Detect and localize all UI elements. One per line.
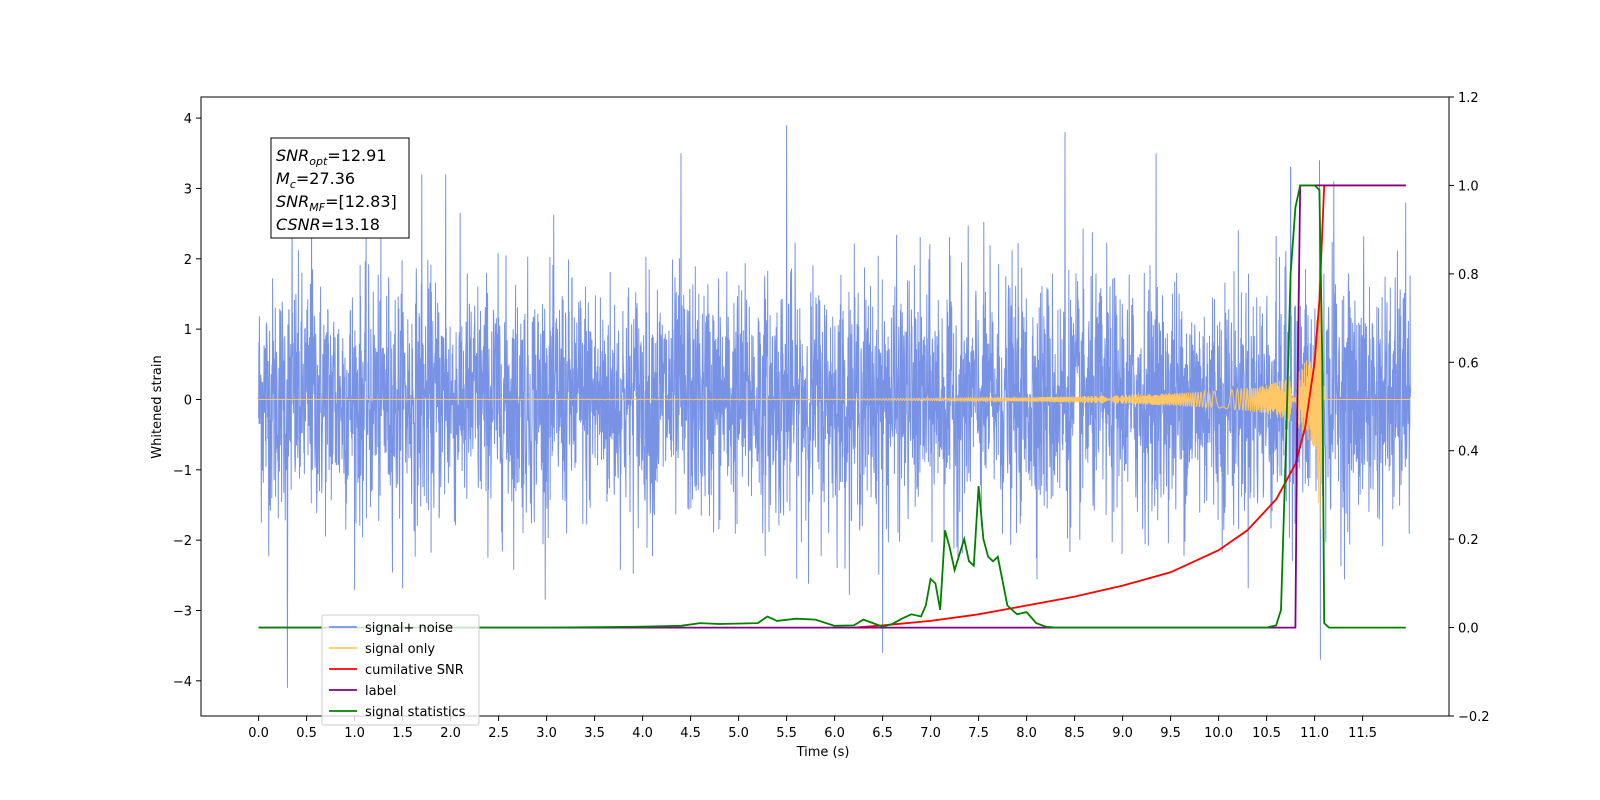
y-tick-label-right: 0.2 — [1458, 533, 1479, 548]
x-tick-label: 11.5 — [1348, 726, 1377, 741]
x-tick-label: 6.5 — [872, 726, 893, 741]
y-tick-label-left: −1 — [173, 464, 192, 479]
x-tick-label: 2.0 — [440, 726, 461, 741]
annotation-symbol: SNR — [276, 192, 309, 211]
x-tick-label: 1.0 — [344, 726, 365, 741]
annotation-symbol: M — [276, 169, 290, 188]
x-tick-label: 2.5 — [488, 726, 509, 741]
series-signal-only — [258, 277, 1411, 529]
y-tick-label-right: 1.0 — [1458, 179, 1479, 194]
y-tick-label-right: 0.6 — [1458, 356, 1479, 371]
annotation-value: =12.91 — [327, 146, 386, 165]
series-signal-noise — [258, 125, 1412, 688]
legend: signal+ noise signal only cumilative SNR la… — [321, 614, 480, 726]
y-tick-label-left: −2 — [173, 534, 192, 549]
y-axis-left: −4 −3 −2 −1 0 1 2 3 4 — [173, 112, 201, 690]
legend-label: signal+ noise — [365, 621, 453, 636]
x-tick-label: 9.0 — [1112, 726, 1133, 741]
x-tick-label: 3.0 — [536, 726, 557, 741]
x-tick-label: 3.5 — [584, 726, 605, 741]
legend-label: signal statistics — [365, 705, 466, 720]
x-tick-label: 10.5 — [1252, 726, 1281, 741]
annotation-subscript: opt — [309, 155, 328, 168]
annotation-value: =27.36 — [296, 169, 355, 188]
x-tick-label: 4.5 — [680, 726, 701, 741]
y-tick-label-left: −4 — [173, 675, 192, 690]
y-tick-label-left: 4 — [184, 112, 192, 127]
y-tick-label-right: 0.0 — [1458, 622, 1479, 637]
y-axis-label-left: Whitened strain — [150, 355, 165, 458]
y-axis-right: −0.2 0.0 0.2 0.4 0.6 0.8 1.0 1.2 — [1449, 91, 1490, 725]
legend-box — [321, 614, 480, 726]
x-tick-label: 5.5 — [776, 726, 797, 741]
annotation-line: CSNR=13.18 — [276, 215, 380, 234]
y-tick-label-right: 1.2 — [1458, 91, 1479, 106]
y-tick-label-right: −0.2 — [1458, 710, 1490, 725]
annotation-line: SNRMF=[12.83] — [276, 192, 397, 214]
annotation-line: Mc=27.36 — [276, 169, 355, 191]
y-tick-label-left: 1 — [184, 323, 192, 338]
y-tick-label-left: 3 — [184, 182, 192, 197]
annotation-subscript: MF — [309, 201, 325, 214]
annotation-box — [270, 137, 410, 239]
x-axis: 0.0 0.5 1.0 1.5 2.0 2.5 3.0 3.5 4.0 4.5 5.0 5.5 6.0 6… — [248, 716, 1377, 741]
legend-label: label — [365, 684, 396, 699]
annotation-line: SNRopt=12.91 — [276, 146, 387, 168]
y-tick-label-right: 0.4 — [1458, 445, 1479, 460]
series-signal-statistics — [258, 184, 1406, 629]
series-layer — [258, 125, 1412, 688]
x-tick-label: 8.5 — [1064, 726, 1085, 741]
x-tick-label: 7.0 — [920, 726, 941, 741]
annotation-symbol: SNR — [276, 146, 309, 165]
annotation-symbol: CSNR — [276, 215, 321, 234]
y-tick-label-left: 2 — [184, 253, 192, 268]
x-tick-label: 5.0 — [728, 726, 749, 741]
y-tick-label-left: −3 — [173, 604, 192, 619]
x-axis-label: Time (s) — [796, 745, 850, 760]
annotation-value: =13.18 — [321, 215, 380, 234]
x-tick-label: 11.0 — [1300, 726, 1329, 741]
annotation-value: =[12.83] — [325, 192, 397, 211]
x-tick-label: 0.5 — [296, 726, 317, 741]
x-tick-label: 6.0 — [824, 726, 845, 741]
legend-label: cumilative SNR — [365, 663, 464, 678]
x-tick-label: 7.5 — [968, 726, 989, 741]
stats-annotation: SNRopt=12.91Mc=27.36SNRMF=[12.83]CSNR=13… — [270, 137, 410, 239]
y-tick-label-right: 0.8 — [1458, 268, 1479, 283]
y-tick-label-left: 0 — [184, 393, 192, 408]
x-tick-label: 8.0 — [1016, 726, 1037, 741]
x-tick-label: 1.5 — [392, 726, 413, 741]
x-tick-label: 4.0 — [632, 726, 653, 741]
legend-label: signal only — [365, 642, 435, 657]
x-tick-label: 9.5 — [1160, 726, 1181, 741]
plot-frame — [200, 96, 1450, 717]
x-tick-label: 10.0 — [1204, 726, 1233, 741]
series-label — [258, 184, 1406, 629]
annotation-subscript: c — [290, 178, 296, 191]
x-tick-label: 0.0 — [248, 726, 269, 741]
